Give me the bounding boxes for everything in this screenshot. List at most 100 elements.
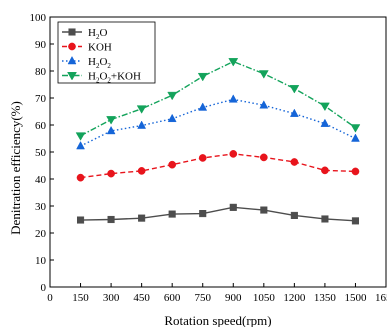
legend-label-part: +KOH: [111, 71, 141, 83]
data-point: [198, 154, 207, 162]
legend-label-part: H: [88, 27, 96, 39]
legend-label-part: H: [88, 71, 96, 83]
data-point: [106, 125, 116, 135]
data-point: [168, 160, 177, 169]
series-line: [80, 206, 356, 222]
data-point: [319, 102, 330, 112]
data-point: [137, 167, 146, 175]
data-point: [75, 132, 86, 141]
y-tick-label: 50: [35, 147, 47, 159]
series-h2o2-koh: [75, 58, 361, 141]
series-koh: [76, 150, 360, 182]
x-tick-label: 600: [164, 292, 181, 304]
data-point: [351, 217, 360, 225]
legend-label-subscript: 2: [96, 77, 100, 85]
data-point: [107, 215, 115, 224]
x-tick-label: 150: [72, 292, 89, 304]
y-tick-label: 20: [35, 228, 47, 240]
legend-entry: H2O2: [62, 55, 111, 70]
data-point: [197, 72, 208, 82]
data-point: [76, 141, 85, 150]
legend-label-part: H: [88, 56, 96, 68]
series-h2o2: [76, 94, 360, 150]
data-point: [228, 58, 239, 67]
data-point: [76, 173, 85, 182]
y-tick-label: 0: [41, 282, 47, 294]
legend-label-subscript: 2: [107, 77, 111, 85]
data-point: [259, 100, 269, 109]
data-point: [138, 214, 146, 222]
y-tick-label: 80: [35, 66, 47, 78]
data-point: [137, 120, 147, 129]
x-tick-label: 450: [133, 292, 150, 304]
legend-entry: KOH: [62, 42, 112, 54]
x-tick-label: 1200: [283, 292, 306, 304]
legend-entry: H2O2+KOH: [62, 71, 141, 85]
legend-entry: H2O: [62, 27, 107, 41]
data-point: [321, 166, 329, 175]
series-line: [80, 98, 356, 147]
legend-label-subscript: 2: [96, 33, 100, 41]
data-point: [106, 116, 117, 125]
legend-label-subscript: 2: [96, 62, 100, 70]
data-point: [259, 153, 268, 162]
data-point: [290, 158, 299, 166]
series-line: [80, 153, 356, 179]
data-point: [351, 133, 360, 142]
x-tick-label: 1350: [314, 292, 337, 304]
data-point: [351, 167, 360, 176]
legend-marker: [68, 28, 76, 36]
y-axis: 0 10 20 30 40 50 60 70 80 90 100: [30, 12, 54, 294]
x-tick-label: 1050: [253, 292, 276, 304]
data-point: [258, 70, 269, 79]
data-point: [289, 108, 299, 117]
data-point: [167, 113, 177, 123]
x-tick-label: 900: [225, 292, 242, 304]
y-tick-label: 100: [30, 12, 47, 24]
y-tick-label: 90: [35, 39, 47, 51]
data-point: [350, 124, 361, 133]
legend-label-part: O: [99, 71, 107, 83]
legend-marker: [67, 72, 77, 81]
data-point: [76, 216, 85, 224]
legend-label-part: O: [99, 56, 107, 68]
y-tick-label: 40: [35, 174, 47, 186]
legend-label: H2O2: [88, 56, 111, 70]
legend-label-part: O: [99, 27, 107, 39]
legend-label: H2O: [88, 27, 107, 41]
y-tick-label: 60: [35, 120, 47, 132]
data-point: [229, 150, 238, 158]
y-tick-label: 10: [35, 255, 47, 267]
data-point: [290, 211, 298, 219]
x-axis-label: Rotation speed(rpm): [164, 313, 271, 327]
x-tick-label: 0: [47, 292, 53, 304]
y-tick-label: 30: [35, 201, 47, 213]
data-point: [107, 169, 115, 178]
data-point: [229, 203, 237, 211]
data-point: [320, 118, 330, 127]
series-layer: [75, 58, 361, 225]
x-axis: 0 150 300 450 600 750 900 1050 1200 1350 1500 1650: [47, 283, 387, 304]
data-point: [168, 210, 176, 218]
x-tick-label: 750: [194, 292, 211, 304]
data-point: [260, 206, 268, 214]
data-point: [228, 94, 238, 103]
data-point: [289, 85, 300, 94]
y-axis-label: Denitration efficiency(%): [8, 101, 23, 235]
legend-marker: [67, 55, 77, 65]
legend-marker: [68, 42, 76, 51]
data-point: [199, 210, 207, 218]
data-point: [167, 91, 178, 101]
data-point: [321, 215, 329, 223]
x-tick-label: 1650: [375, 292, 387, 304]
x-tick-label: 300: [103, 292, 120, 304]
y-tick-label: 70: [35, 93, 47, 105]
x-tick-label: 1500: [344, 292, 367, 304]
legend-label-part: KOH: [88, 42, 112, 54]
legend-label: KOH: [88, 42, 112, 54]
legend-label: H2O2+KOH: [88, 71, 141, 85]
series-line: [80, 60, 356, 137]
data-point: [198, 102, 208, 111]
